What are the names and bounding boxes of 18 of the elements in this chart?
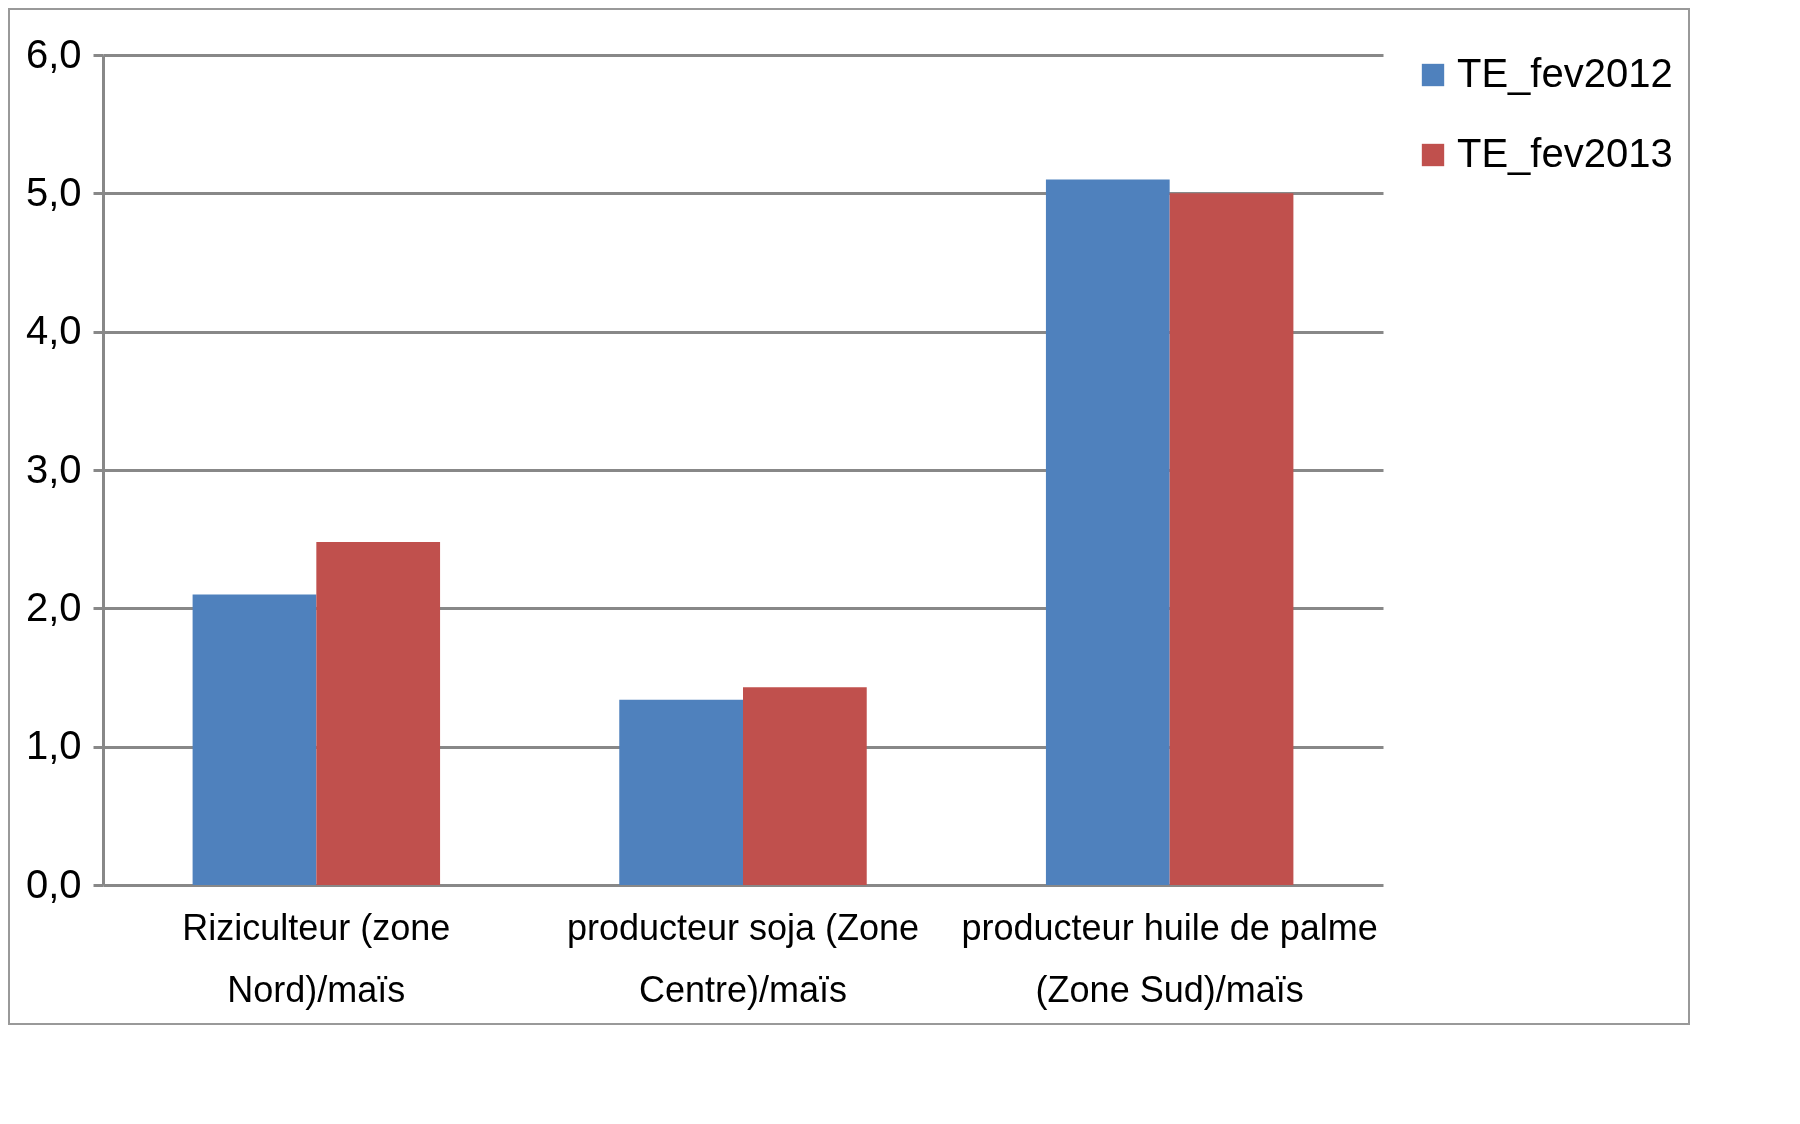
y-tick-label: 1,0	[25, 723, 82, 768]
y-tick-label: 2,0	[25, 584, 82, 629]
legend-label: TE_fev2013	[1457, 131, 1673, 175]
x-tick-label: producteur soja (Zone Centre)/maïs	[566, 906, 920, 1010]
bar	[743, 687, 867, 885]
bar	[316, 541, 441, 885]
y-tick-label: 0,0	[25, 861, 82, 906]
y-tick-label: 5,0	[25, 169, 82, 214]
bar	[1169, 193, 1294, 885]
y-tick-label: 6,0	[25, 31, 82, 76]
x-tick-label: Riziculteur (zone Nord)/maïs	[182, 906, 451, 1010]
x-tick-label: producteur huile de palme (Zone Sud)/maïs	[961, 906, 1378, 1010]
bar	[192, 594, 317, 885]
bar	[619, 699, 743, 885]
legend-label: TE_fev2012	[1457, 51, 1673, 95]
bar	[1045, 179, 1170, 885]
y-tick-label: 3,0	[25, 446, 82, 491]
y-tick-label: 4,0	[25, 308, 82, 353]
